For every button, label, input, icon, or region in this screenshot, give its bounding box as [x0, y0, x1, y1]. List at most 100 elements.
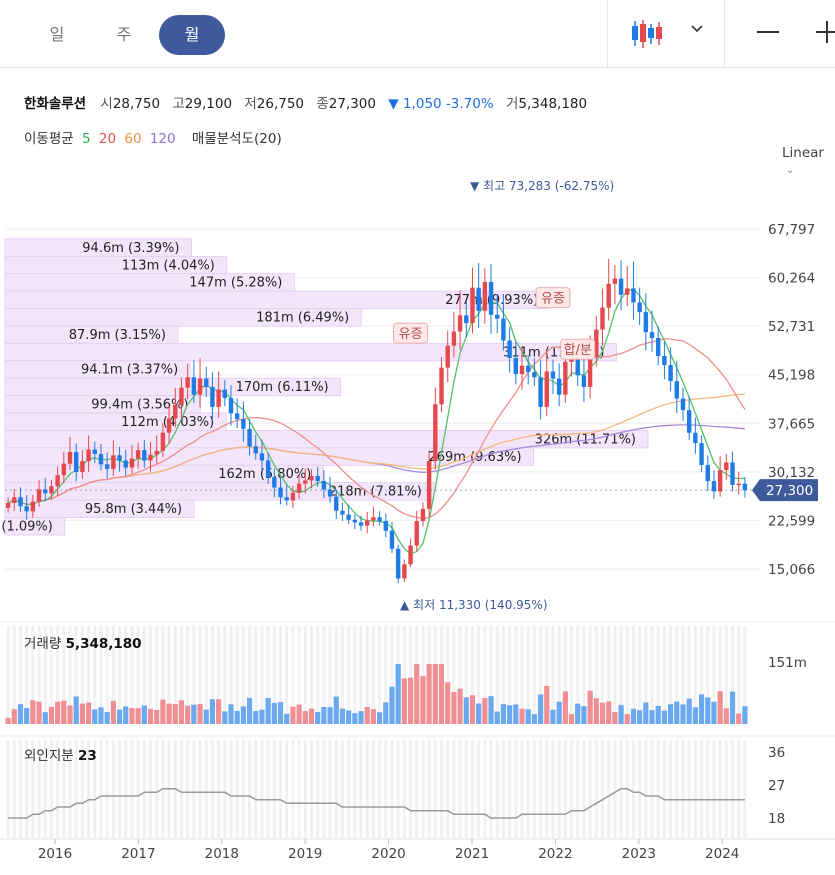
- volume-bar: [228, 704, 234, 724]
- candle-body: [321, 481, 327, 490]
- candle-body: [686, 410, 692, 433]
- all-time-low-marker: ▲ 최저 11,330 (140.95%): [400, 598, 548, 612]
- volume-bar: [61, 700, 67, 724]
- volume-bar: [308, 708, 315, 724]
- volume-bar: [469, 695, 476, 724]
- volume-bar: [191, 704, 197, 724]
- candle-body: [550, 371, 556, 379]
- period-tab-weekly[interactable]: 주: [116, 25, 132, 44]
- volume-bar: [55, 701, 61, 724]
- price-axis-label: 37,665: [768, 416, 815, 432]
- volume-profile-label: 매물분석도(20): [191, 131, 282, 147]
- volume-bar: [346, 710, 352, 724]
- volume-bar: [494, 711, 500, 724]
- change-arrow-icon: ▼: [388, 96, 399, 112]
- volume-bar: [698, 694, 705, 724]
- change-percent: -3.70%: [445, 96, 494, 112]
- candle-body: [346, 514, 351, 520]
- volume-bar: [116, 709, 123, 724]
- volume-bar: [531, 714, 537, 724]
- volume-bar: [587, 690, 593, 724]
- chevron-down-icon[interactable]: [688, 22, 706, 40]
- candle-body: [160, 432, 166, 451]
- volume-bar: [482, 698, 488, 724]
- volume-profile-bar: [4, 482, 435, 501]
- low-label: 저: [244, 96, 257, 112]
- period-tab-monthly[interactable]: 월: [159, 15, 225, 55]
- candle-body: [24, 506, 29, 512]
- candle-body: [395, 548, 401, 579]
- close-label: 종: [316, 96, 329, 112]
- candle-body: [383, 521, 388, 531]
- price-axis-label: 15,066: [768, 562, 815, 578]
- candlestick-chart-type-icon[interactable]: [630, 18, 664, 50]
- volume-bar: [11, 709, 17, 724]
- volume-bar: [5, 718, 11, 724]
- high-value: 29,100: [184, 96, 233, 112]
- foreign-panel-value: 23: [77, 748, 97, 764]
- toolbar-divider: [724, 0, 725, 68]
- scale-mode-select[interactable]: Linear ⌄: [782, 145, 835, 177]
- candle-body: [482, 281, 488, 311]
- candle-body: [253, 446, 258, 454]
- candle-body: [618, 278, 624, 295]
- candle-body: [377, 517, 382, 522]
- volume-bar: [581, 706, 587, 724]
- volume-bar: [147, 708, 154, 724]
- volume-panel-title: 거래량: [24, 636, 62, 652]
- volume-bar: [79, 703, 85, 724]
- event-annotation-badge: [560, 338, 596, 360]
- volume-bar: [414, 664, 420, 724]
- year-axis-label: 2020: [371, 846, 405, 862]
- top-toolbar: 일 주 월: [0, 0, 835, 68]
- candle-body: [736, 483, 741, 486]
- volume-profile-label: 87.9m (3.15%): [69, 328, 166, 343]
- candle-body: [5, 503, 11, 508]
- volume-bar: [376, 712, 383, 724]
- volume-bar: [271, 702, 277, 724]
- volume-bar: [729, 691, 736, 724]
- volume-profile-label: 95.8m (3.44%): [85, 502, 182, 517]
- volume-profile-label: 218m (7.81%): [329, 485, 422, 500]
- period-tab-daily[interactable]: 일: [49, 25, 65, 44]
- candle-body: [643, 312, 649, 333]
- candle-body: [705, 464, 710, 482]
- current-price-label: 27,300: [766, 483, 813, 499]
- volume-bar: [686, 698, 692, 724]
- zoom-out-icon[interactable]: [753, 14, 783, 50]
- volume-bar: [420, 676, 426, 724]
- volume-bar: [17, 704, 24, 724]
- candle-body: [433, 404, 438, 462]
- volume-bar: [284, 713, 290, 724]
- candle-body: [67, 452, 73, 464]
- volume-profile-bar: [4, 308, 362, 327]
- moving-average-60-line: [7, 393, 745, 506]
- price-axis-label: 52,731: [768, 319, 815, 335]
- candle-body: [501, 318, 506, 341]
- volume-profile-label: 94.6m (3.39%): [82, 241, 179, 256]
- volume-bar: [599, 702, 606, 724]
- candle-body: [556, 378, 562, 395]
- candle-body: [216, 389, 221, 407]
- volume-bar: [618, 704, 624, 724]
- candle-body: [278, 487, 283, 498]
- candle-body: [204, 378, 209, 387]
- zoom-in-icon[interactable]: [812, 14, 835, 50]
- volume-bar: [655, 705, 661, 724]
- quote-summary: 한화솔루션 시28,750 고29,100 저26,750 종27,300 ▼ …: [24, 92, 595, 112]
- candle-body: [98, 454, 104, 465]
- candle-body: [414, 521, 419, 546]
- candle-body: [173, 405, 178, 419]
- volume-bar: [612, 712, 618, 724]
- volume-bar: [500, 704, 507, 724]
- year-axis-label: 2019: [288, 846, 322, 862]
- moving-average-legend[interactable]: 이동평균 5 20 60 120 매물분석도(20): [24, 127, 286, 147]
- volume-bar: [30, 700, 36, 724]
- volume-bar: [327, 707, 333, 724]
- volume-bar: [389, 686, 395, 724]
- candle-body: [154, 450, 159, 455]
- candle-body: [439, 367, 444, 405]
- volume-bar: [166, 703, 172, 724]
- candle-body: [104, 464, 110, 469]
